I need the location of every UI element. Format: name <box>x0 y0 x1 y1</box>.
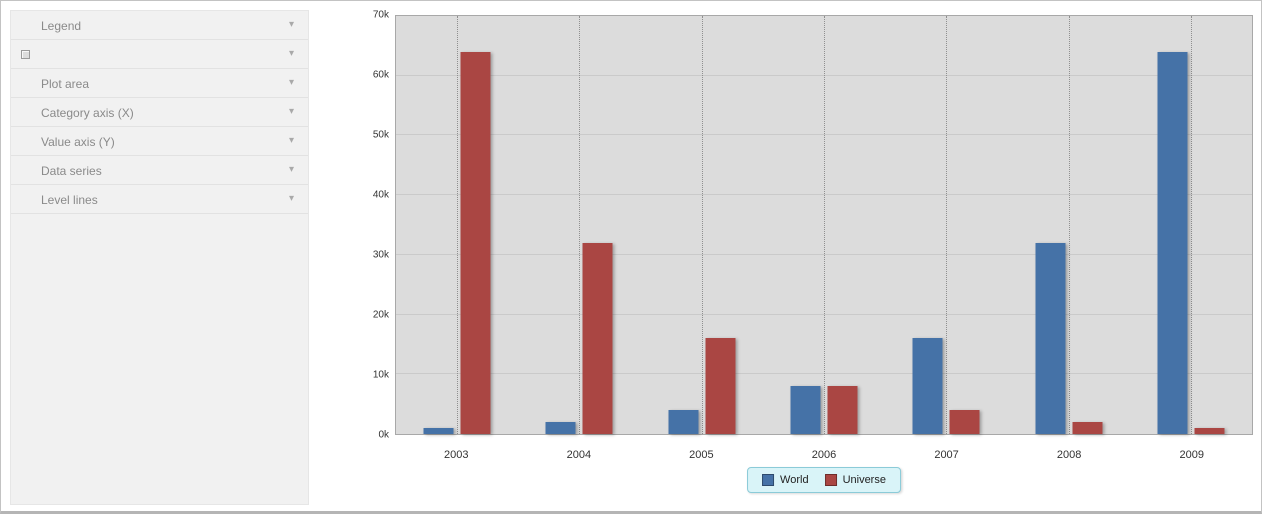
legend-swatch-icon <box>762 474 775 486</box>
chart-canvas: 0k 10k 20k 30k 40k 50k 60k 70k 2003 2004 2005 2006… <box>367 9 1253 503</box>
sidebar-item-plot-area[interactable]: Plot area ▾ <box>11 69 308 98</box>
x-tick-label: 2003 <box>444 449 469 461</box>
series-swatch-icon[interactable] <box>21 50 30 59</box>
vertical-gridline <box>457 16 459 434</box>
bar-group-2006 <box>790 16 858 434</box>
bar-group-2004 <box>545 16 613 434</box>
bar-universe-2008[interactable] <box>1072 422 1103 434</box>
sidebar-item-category-axis-x[interactable]: Category axis (X) ▾ <box>11 98 308 127</box>
bar-world-2003[interactable] <box>423 428 454 434</box>
sidebar-item-label: Data series <box>41 163 102 178</box>
y-tick-label: 20k <box>372 309 389 321</box>
chevron-down-icon[interactable]: ▾ <box>288 48 294 59</box>
bar-world-2008[interactable] <box>1035 242 1066 434</box>
chevron-down-icon[interactable]: ▾ <box>288 135 294 146</box>
x-tick-label: 2008 <box>1056 449 1082 461</box>
sidebar-item-label: Plot area <box>41 76 90 91</box>
sidebar-item-legend[interactable]: Legend ▾ <box>11 11 308 40</box>
y-tick-label: 40k <box>372 189 389 201</box>
y-tick-label: 30k <box>372 249 389 261</box>
bar-world-2007[interactable] <box>912 338 943 434</box>
y-tick-label: 60k <box>372 69 389 81</box>
sidebar-item-label: Value axis (Y) <box>41 134 115 149</box>
y-tick-label: 50k <box>372 129 389 141</box>
sidebar-item-data-series[interactable]: Data series ▾ <box>11 156 308 185</box>
plot-area <box>395 15 1253 435</box>
bar-universe-2009[interactable] <box>1194 428 1225 434</box>
sidebar-item-label: Level lines <box>41 192 98 207</box>
bar-universe-2004[interactable] <box>582 242 613 434</box>
chevron-down-icon[interactable]: ▾ <box>288 19 294 30</box>
bar-world-2005[interactable] <box>668 410 699 434</box>
x-tick-label: 2006 <box>811 449 837 461</box>
x-tick-label: 2005 <box>689 449 714 461</box>
chevron-down-icon[interactable]: ▾ <box>288 106 294 117</box>
vertical-gridline <box>701 16 703 434</box>
bar-group-2003 <box>423 16 491 434</box>
vertical-gridline <box>946 16 948 434</box>
bar-group-2008 <box>1035 16 1103 434</box>
x-tick-label: 2004 <box>566 449 592 461</box>
y-axis-labels: 0k 10k 20k 30k 40k 50k 60k 70k <box>367 10 391 441</box>
bar-group-2005 <box>668 16 736 434</box>
sidebar-item-value-axis-y[interactable]: Value axis (Y) ▾ <box>11 127 308 156</box>
bar-group-2009 <box>1157 16 1225 434</box>
legend-label: Universe <box>842 474 886 486</box>
chevron-down-icon[interactable]: ▾ <box>288 77 294 88</box>
x-tick-label: 2007 <box>934 449 959 461</box>
vertical-gridline <box>1068 16 1070 434</box>
bar-world-2004[interactable] <box>545 422 576 434</box>
sidebar-item-label: Category axis (X) <box>41 105 134 120</box>
bar-universe-2007[interactable] <box>949 410 980 434</box>
bar-group-2007 <box>912 16 980 434</box>
x-axis-labels: 2003 2004 2005 2006 2007 2008 2009 <box>395 443 1253 461</box>
sidebar-item-series[interactable]: ▾ <box>11 40 308 69</box>
settings-sidebar: Legend ▾ ▾ Plot area ▾ Category axis (X) ▾ Valu… <box>10 10 309 505</box>
bar-universe-2003[interactable] <box>460 51 491 434</box>
vertical-gridline <box>824 16 825 434</box>
legend-item-world[interactable]: World <box>762 474 809 486</box>
bar-world-2006[interactable] <box>790 386 821 434</box>
vertical-gridline <box>1190 16 1192 434</box>
y-tick-label: 0k <box>378 429 389 441</box>
bar-world-2009[interactable] <box>1157 51 1188 434</box>
vertical-gridline <box>579 16 581 434</box>
chart-legend[interactable]: World Universe <box>747 467 901 493</box>
y-tick-label: 70k <box>372 9 389 21</box>
legend-label: World <box>780 474 809 486</box>
bar-universe-2005[interactable] <box>705 338 736 434</box>
y-tick-label: 10k <box>372 369 389 381</box>
legend-item-universe[interactable]: Universe <box>824 474 886 486</box>
sidebar-item-label: Legend <box>41 18 82 33</box>
chevron-down-icon[interactable]: ▾ <box>288 193 294 204</box>
chevron-down-icon[interactable]: ▾ <box>288 164 294 175</box>
bar-universe-2006[interactable] <box>827 386 858 434</box>
x-tick-label: 2009 <box>1179 449 1204 461</box>
sidebar-item-level-lines[interactable]: Level lines ▾ <box>11 185 308 214</box>
legend-swatch-icon <box>824 474 837 486</box>
